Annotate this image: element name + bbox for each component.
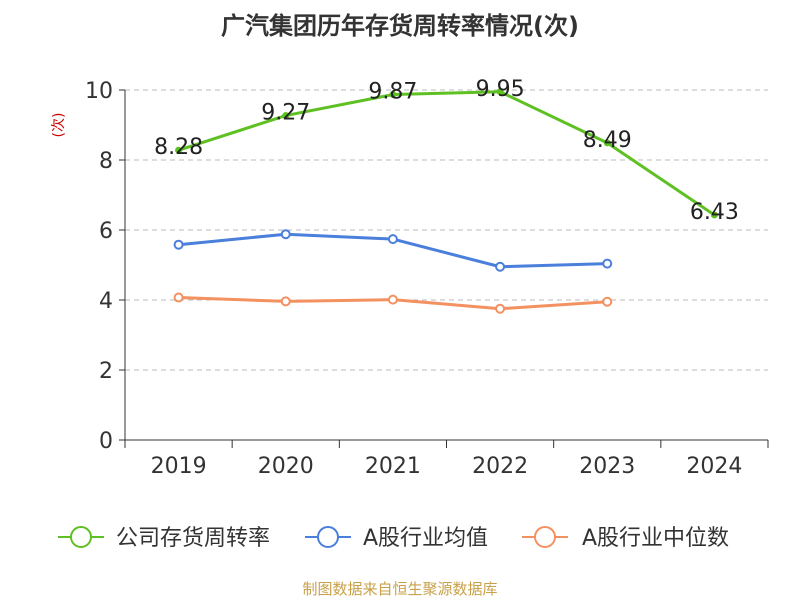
data-point [175, 146, 183, 154]
legend-swatch-marker [70, 526, 92, 548]
data-labels: 8.28 9.27 9.87 9.95 8.49 6.43 [154, 77, 739, 225]
y-tick-label: 10 [85, 79, 113, 104]
series-line [177, 90, 716, 217]
data-point [280, 229, 291, 240]
data-label: 9.27 [261, 101, 310, 126]
y-tick-label: 2 [99, 359, 113, 384]
legend-swatch-marker [534, 526, 556, 548]
y-axis-label: (次) [51, 113, 67, 138]
data-point [173, 292, 184, 303]
data-label: 6.43 [690, 200, 739, 225]
data-point [495, 303, 506, 314]
data-point [603, 139, 611, 147]
legend-item: 公司存货周转率 [58, 526, 270, 551]
data-label: 8.28 [154, 135, 203, 160]
data-point [280, 296, 291, 307]
data-point [387, 294, 398, 305]
x-tick-label: 2023 [579, 454, 635, 479]
data-point [387, 234, 398, 245]
y-tick-label: 8 [99, 149, 113, 174]
data-point [173, 239, 184, 250]
source-note: 制图数据来自恒生聚源数据库 [302, 580, 497, 598]
data-label: 9.95 [476, 77, 525, 102]
grid-lines [125, 89, 768, 371]
legend-swatch-marker [317, 526, 339, 548]
series-lines [173, 88, 718, 314]
data-point [602, 258, 613, 269]
data-point [495, 261, 506, 272]
legend-label: A股行业中位数 [582, 526, 729, 551]
data-point [282, 112, 290, 120]
legend-item: A股行业中位数 [522, 526, 729, 551]
data-label: 8.49 [583, 128, 632, 153]
legend-item: A股行业均值 [305, 526, 488, 551]
x-tick-label: 2020 [258, 454, 314, 479]
x-tick-label: 2022 [472, 454, 528, 479]
legend-label: 公司存货周转率 [116, 526, 270, 551]
y-tick-label: 4 [99, 289, 113, 314]
y-tick-label: 0 [99, 429, 113, 454]
data-point [496, 88, 504, 96]
y-tick-label: 6 [99, 219, 113, 244]
data-point [389, 91, 397, 99]
data-point [710, 211, 718, 219]
x-tick-label: 2019 [151, 454, 207, 479]
legend-label: A股行业均值 [363, 526, 488, 551]
x-tick-label: 2021 [365, 454, 421, 479]
chart-title: 广汽集团历年存货周转率情况(次) [221, 12, 579, 40]
data-point [602, 296, 613, 307]
axes: 0 2 4 6 8 10 2019 2020 2021 2022 2023 2024 [85, 79, 769, 479]
x-tick-label: 2024 [686, 454, 742, 479]
legend: 公司存货周转率 A股行业均值 A股行业中位数 [58, 526, 729, 551]
data-label: 9.87 [368, 80, 417, 105]
